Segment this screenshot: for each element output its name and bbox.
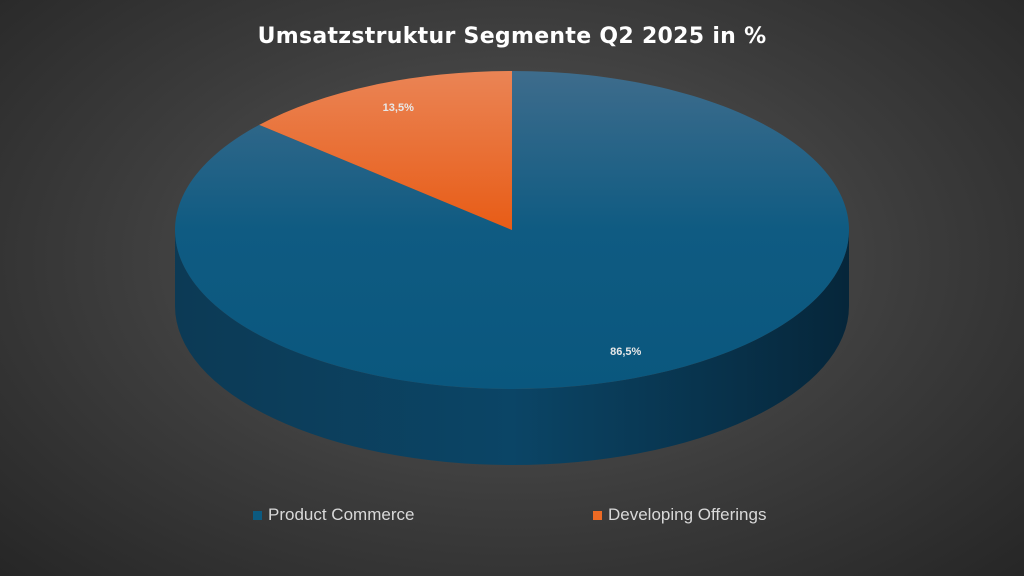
legend-label: Developing Offerings: [608, 505, 767, 524]
chart-title: Umsatzstruktur Segmente Q2 2025 in %: [257, 24, 767, 49]
legend-swatch-product-commerce: [253, 510, 262, 520]
pie-data-label: 13,5%: [383, 102, 414, 114]
pie-slice-developing-offerings: [259, 71, 512, 230]
legend-label: Product Commerce: [268, 505, 415, 524]
legend-item-developing-offerings: Developing Offerings: [593, 505, 766, 525]
legend: Product Commerce Developing Offerings: [0, 505, 1024, 529]
pie-side-wall: [175, 230, 849, 465]
legend-swatch-developing-offerings: [593, 510, 602, 520]
pie-data-label: 86,5%: [610, 346, 641, 358]
pie-slice-product-commerce: [174, 71, 849, 389]
legend-item-product-commerce: Product Commerce: [253, 505, 414, 525]
